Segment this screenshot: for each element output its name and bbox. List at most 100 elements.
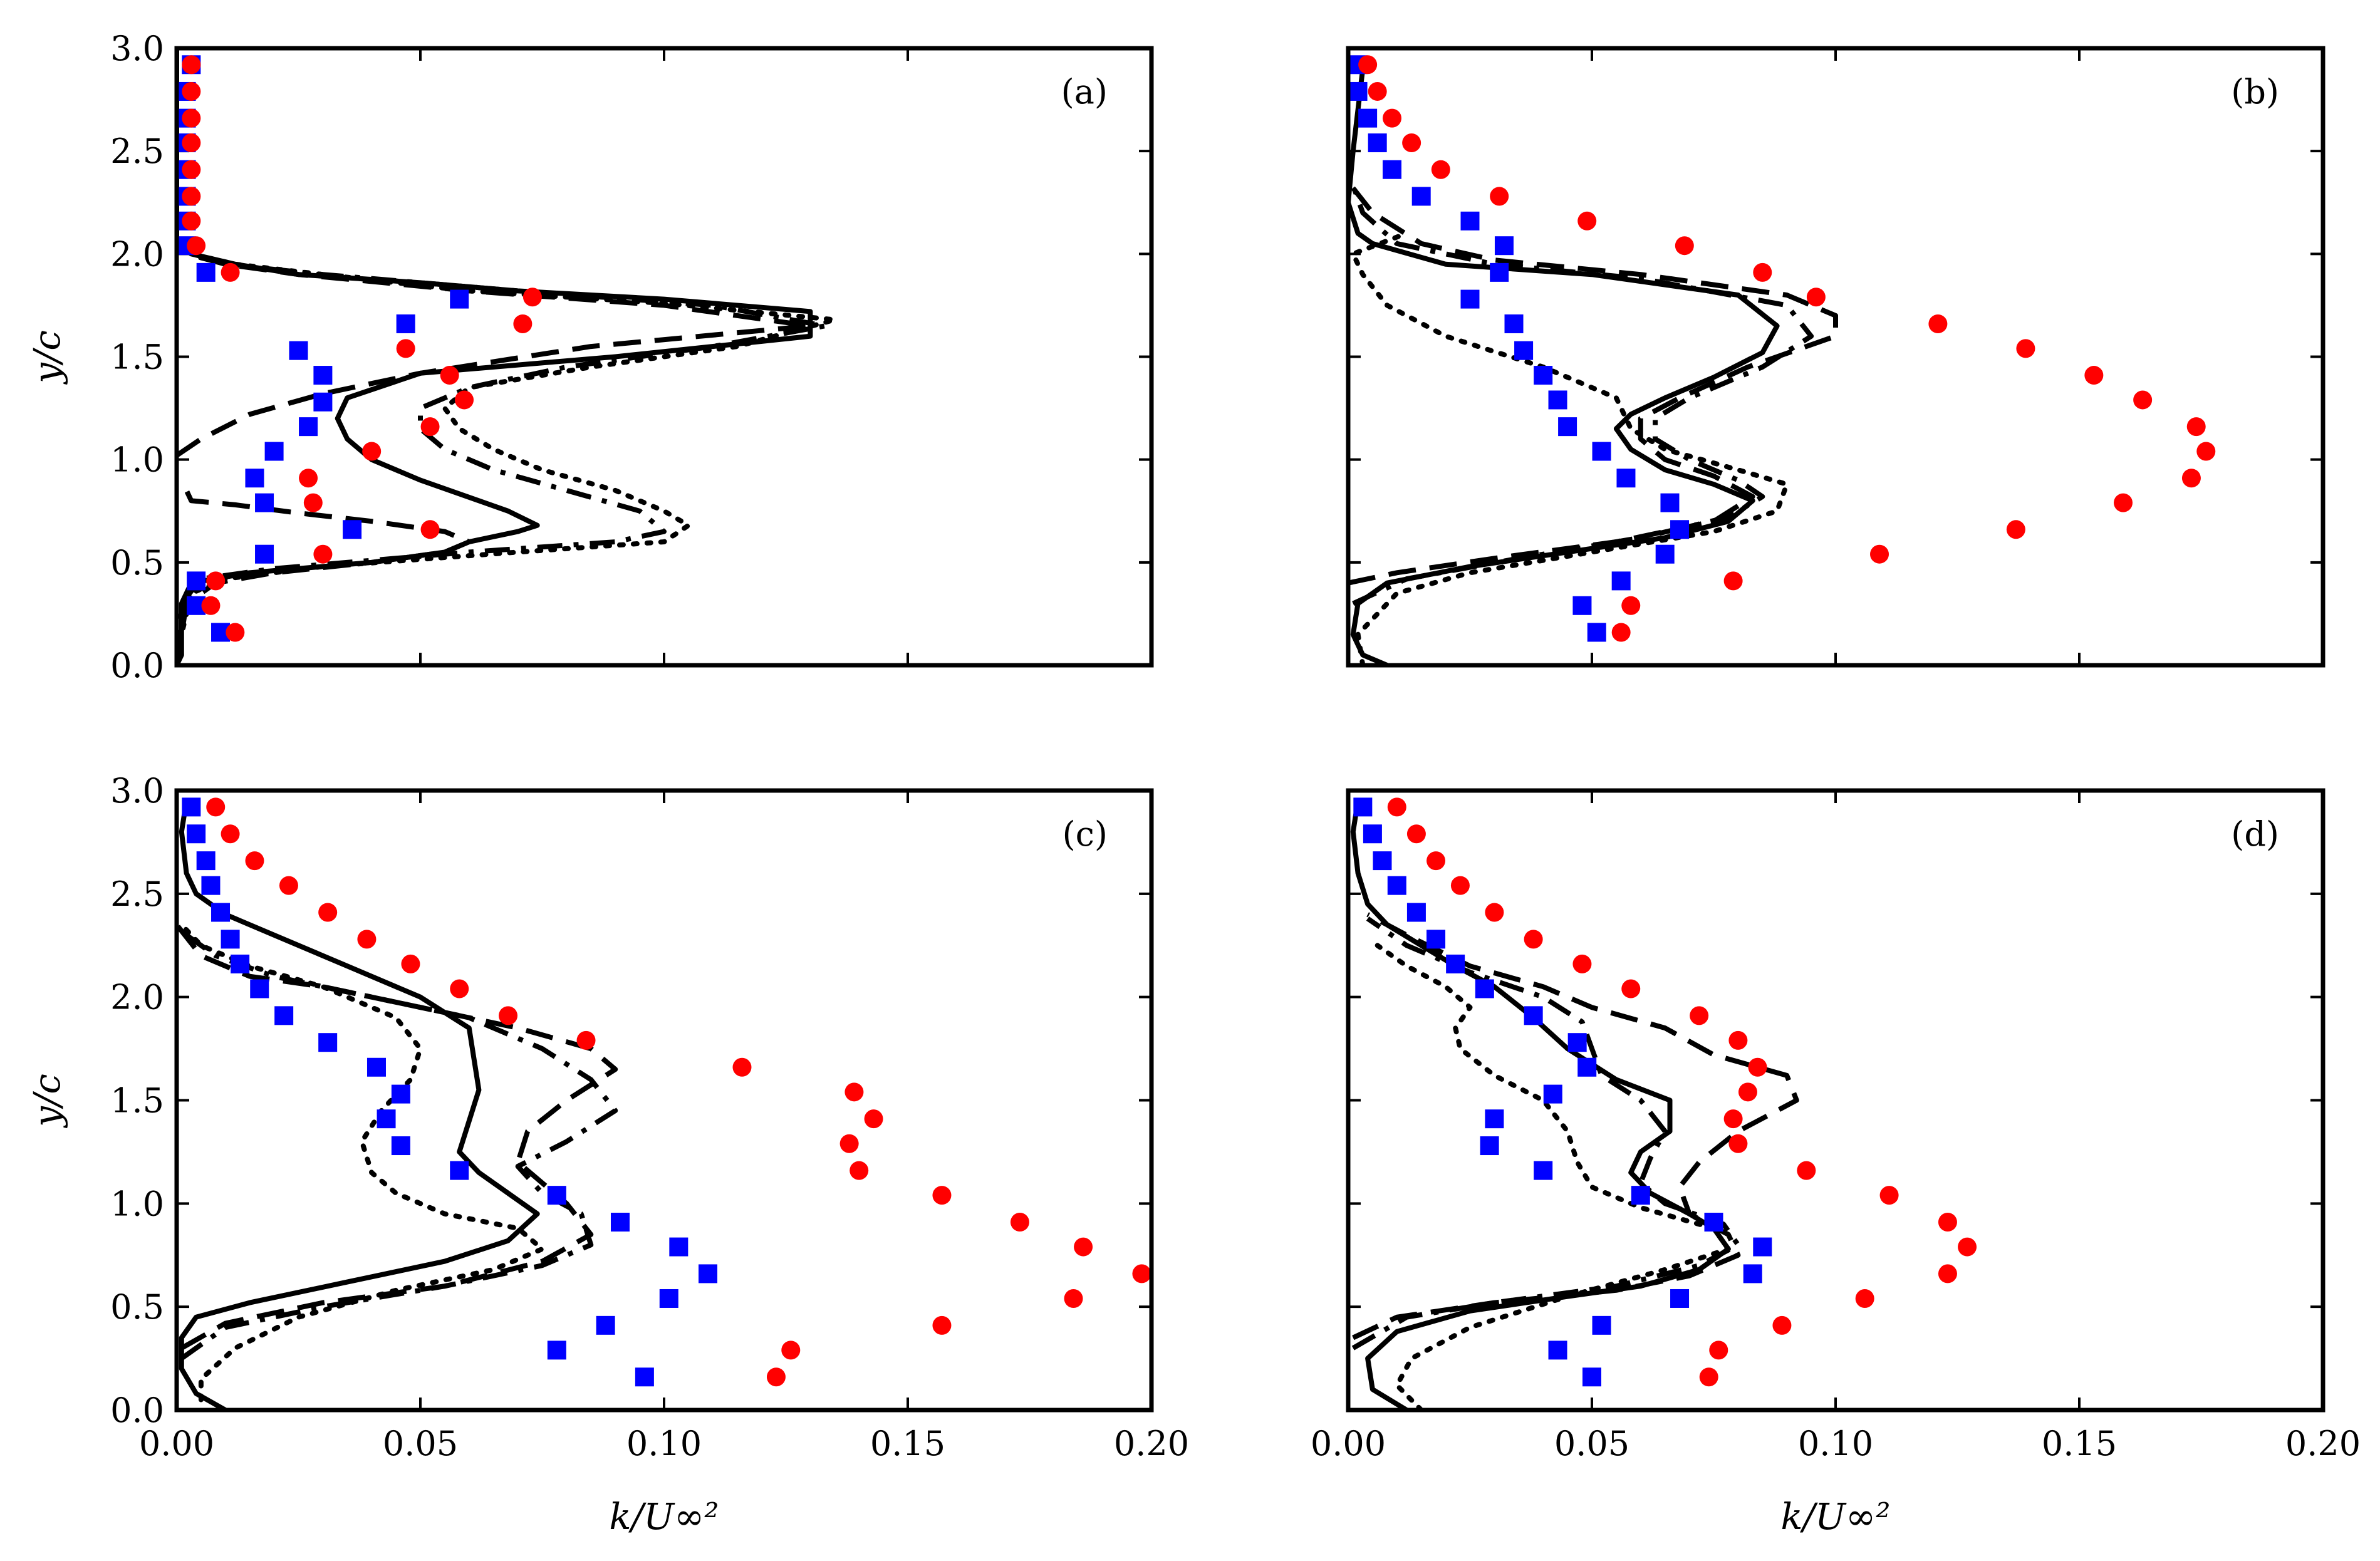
- red-circle-point: [206, 797, 226, 817]
- red-circle-point: [318, 903, 338, 922]
- red-circle-point: [1728, 1030, 1748, 1050]
- red-circle-point: [1431, 160, 1450, 179]
- blue-square-point: [274, 1006, 294, 1025]
- x-tick-label: 0.00: [1311, 1424, 1386, 1463]
- x-tick-label: 0.20: [2285, 1424, 2361, 1463]
- red-circle-point: [499, 1006, 518, 1025]
- series-dotted-line: [1350, 231, 1790, 665]
- blue-square-point: [1504, 314, 1524, 333]
- red-circle-point: [357, 930, 377, 949]
- red-circle-point: [440, 366, 459, 385]
- y-tick-label: 1.0: [110, 1184, 164, 1223]
- panel-label: (a): [1061, 72, 1108, 112]
- red-circle-point: [420, 520, 440, 539]
- blue-square-point: [1611, 571, 1631, 591]
- blue-square-point: [635, 1367, 654, 1387]
- blue-square-point: [450, 289, 469, 309]
- red-circle-point: [401, 954, 420, 973]
- red-circle-point: [2006, 520, 2025, 539]
- red-circle-point: [766, 1367, 786, 1387]
- panel-d: 0.00 0.05 0.10 0.15 0.20 (d) k/U∞²: [1311, 788, 2361, 1538]
- y-tick-label: 3.0: [110, 29, 164, 68]
- red-circle-point: [1728, 1134, 1748, 1153]
- red-circle-point: [850, 1161, 869, 1180]
- y-tick-label: 3.0: [110, 771, 164, 811]
- blue-square-point: [1490, 262, 1509, 282]
- plot-area: [1348, 55, 2216, 665]
- x-tick-label: 0.05: [1554, 1424, 1629, 1463]
- red-circle-point: [313, 544, 333, 564]
- red-circle-point: [450, 979, 469, 998]
- red-circle-point: [182, 211, 201, 231]
- red-circle-point: [522, 288, 542, 307]
- red-circle-point: [1709, 1341, 1728, 1360]
- red-circle-point: [1074, 1237, 1093, 1257]
- axes-frame: [174, 46, 1154, 668]
- red-circle-point: [1426, 851, 1446, 871]
- blue-square-point: [264, 442, 284, 461]
- y-tick-label: 2.0: [110, 978, 164, 1017]
- red-circle-point: [1723, 571, 1743, 591]
- blue-square-point: [377, 1109, 396, 1129]
- blue-square-point: [1406, 903, 1426, 922]
- red-circle-point: [1368, 81, 1387, 101]
- series-dashdot-line: [180, 933, 618, 1361]
- red-circle-point: [1938, 1264, 1957, 1284]
- red-circle-point: [2196, 442, 2216, 461]
- blue-square-point: [187, 824, 206, 844]
- red-circle-point: [226, 623, 245, 642]
- red-circle-point: [1699, 1367, 1718, 1387]
- red-circle-point: [864, 1109, 883, 1129]
- red-circle-point: [221, 824, 240, 844]
- blue-square-point: [1368, 133, 1387, 153]
- red-circle-point: [1753, 262, 1772, 282]
- blue-square-point: [699, 1264, 718, 1284]
- red-circle-point: [1748, 1057, 1767, 1077]
- red-circle-point: [513, 314, 533, 333]
- red-circle-point: [2186, 417, 2206, 437]
- red-circle-point: [1485, 903, 1504, 922]
- blue-square-point: [1577, 1057, 1597, 1077]
- red-circle-point: [182, 81, 201, 101]
- red-circle-point: [187, 236, 206, 256]
- blue-square-point: [196, 851, 216, 871]
- blue-square-point: [1524, 1006, 1543, 1025]
- plot-area: [177, 797, 1151, 1410]
- blue-square-point: [596, 1315, 615, 1335]
- red-circle-point: [1938, 1213, 1957, 1232]
- y-tick-label: 0.5: [110, 543, 164, 583]
- red-circle-point: [396, 339, 415, 358]
- blue-square-point: [211, 903, 231, 922]
- series-dotted-line: [177, 251, 838, 658]
- blue-square-point: [547, 1186, 566, 1205]
- blue-square-point: [1558, 417, 1577, 437]
- red-circle-point: [362, 442, 382, 461]
- y-tick-label: 0.0: [110, 1391, 164, 1430]
- x-tick-label: 0.20: [1114, 1424, 1189, 1463]
- series-dotted-line: [1374, 943, 1731, 1410]
- series-solid-line: [179, 800, 540, 1410]
- series-dashdot-line: [1351, 916, 1741, 1351]
- series-dotted-line: [179, 922, 545, 1403]
- red-circle-point: [1723, 1109, 1743, 1129]
- blue-square-point: [255, 493, 274, 512]
- red-circle-point: [1450, 876, 1470, 895]
- series-dashed-line: [1348, 180, 1838, 586]
- red-circle-point: [1132, 1264, 1151, 1284]
- blue-square-point: [343, 520, 362, 539]
- blue-square-point: [1631, 1186, 1650, 1205]
- blue-square-point: [1411, 187, 1431, 206]
- blue-square-point: [1592, 442, 1611, 461]
- blue-square-point: [1373, 851, 1392, 871]
- red-circle-point: [1738, 1082, 1757, 1102]
- y-tick-label: 2.0: [110, 234, 164, 274]
- blue-square-point: [1543, 1084, 1562, 1104]
- y-tick-label: 0.0: [110, 646, 164, 685]
- red-circle-point: [182, 108, 201, 128]
- x-axis-label: k/U∞²: [1780, 1495, 1890, 1538]
- red-circle-point: [1010, 1213, 1029, 1232]
- blue-square-point: [1567, 1033, 1587, 1052]
- blue-square-point: [1655, 544, 1675, 564]
- blue-square-point: [1348, 81, 1368, 101]
- red-circle-point: [1621, 979, 1641, 998]
